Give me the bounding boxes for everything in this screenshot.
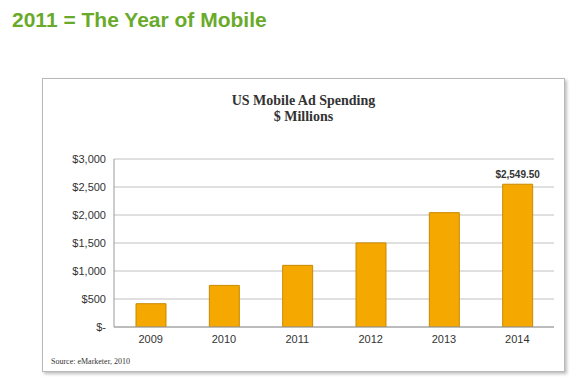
svg-text:$2,549.50: $2,549.50 [495,169,540,180]
svg-text:2014: 2014 [505,333,529,345]
svg-text:$1,500: $1,500 [72,237,106,249]
html-text:Source: eMarketer, 2010: Source: eMarketer, 2010 [51,357,130,366]
svg-text:2013: 2013 [432,333,456,345]
svg-text:$2,500: $2,500 [72,181,106,193]
svg-text:2010: 2010 [212,333,236,345]
svg-text:$1,000: $1,000 [72,265,106,277]
html-text:2011 = The Year of Mobile: 2011 = The Year of Mobile [12,8,267,31]
svg-text:2012: 2012 [358,333,382,345]
svg-text:$500: $500 [82,293,106,305]
svg-text:$3,000: $3,000 [72,153,106,165]
svg-text:2011: 2011 [286,333,310,345]
svg-text:$-: $- [96,321,106,333]
html-text:US Mobile Ad Spending: US Mobile Ad Spending [231,93,376,108]
svg-text:2009: 2009 [138,333,162,345]
svg-text:$2,000: $2,000 [72,209,106,221]
html-text:$ Millions: $ Millions [273,109,334,124]
